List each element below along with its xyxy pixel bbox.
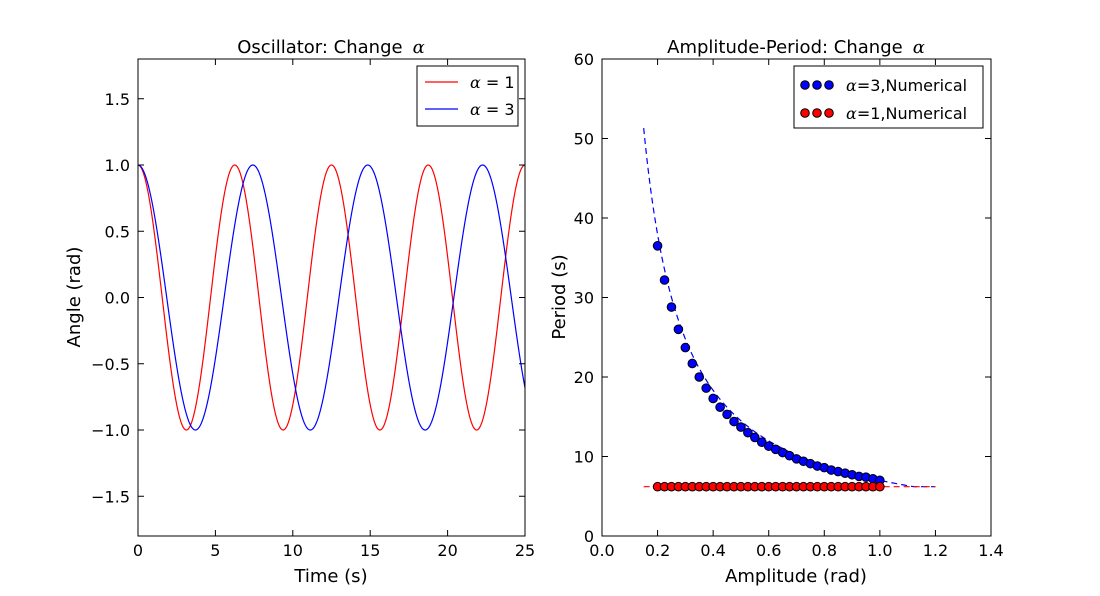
oscillator-y-tick-label: −1.5: [91, 487, 130, 506]
point-3-numerical: [680, 342, 691, 353]
amplitude-period-chart: 0.0 0.2 0.4 0.6 0.8 1.0 1.2 1.4 0 10 20 30 40 50 60 Am…: [549, 37, 1004, 587]
oscillator-y-tick-label: 0.5: [105, 222, 130, 241]
point-3-numerical: [708, 393, 718, 404]
amplitude-period-y-tick-label: 30: [574, 289, 594, 308]
amplitude-period-y-tick-label: 10: [574, 448, 594, 467]
amplitude-period-x-tick-label: 0.0: [589, 541, 614, 560]
amplitude-period-x-tick-label: 1.4: [978, 541, 1003, 560]
amplitude-period-y-tick-label: 40: [574, 209, 594, 228]
oscillator-y-tick-label: −1.0: [91, 421, 130, 440]
legend-marker: [812, 108, 822, 118]
legend-swatch-alpha-1-numerical: [800, 108, 834, 118]
amplitude-period-points: [652, 241, 885, 492]
amplitude-period-y-tick-label: 0: [584, 527, 594, 546]
point-3-numerical: [722, 409, 732, 420]
point-3-numerical: [673, 324, 684, 335]
oscillator-chart: 0 5 10 15 20 25 −1.5 −1.0 −0.5 0.0 0.5 1.0 1.5 Oscil…: [64, 37, 535, 587]
point-3-numerical: [750, 432, 760, 443]
oscillator-y-axis-label: Angle (rad): [64, 247, 85, 348]
legend-label-alpha-1: α = 1: [470, 73, 515, 92]
oscillator-x-tick-label: 0: [133, 541, 143, 560]
oscillator-y-tick-label: 1.5: [105, 90, 130, 109]
amplitude-period-legend-box: [793, 65, 984, 129]
point-3-numerical: [743, 427, 753, 438]
oscillator-x-tick-label: 5: [210, 541, 220, 560]
oscillator-lines: [138, 164, 525, 431]
amplitude-period-x-tick-label: 1.0: [867, 541, 892, 560]
point-1-numerical: [875, 481, 885, 492]
legend-marker: [800, 80, 810, 90]
oscillator-legend: α = 1 α = 3: [416, 65, 519, 127]
point-3-numerical: [666, 302, 677, 312]
amplitude-period-x-tick-label: 0.2: [645, 541, 670, 560]
point-3-numerical: [715, 402, 725, 413]
amplitude-period-y-axis-label: Period (s): [549, 254, 570, 339]
amplitude-period-ticks: 0.0 0.2 0.4 0.6 0.8 1.0 1.2 1.4 0 10 20 30 40 50 60: [574, 50, 1004, 560]
legend-label-alpha-3: α = 3: [470, 100, 515, 119]
oscillator-y-tick-label: −0.5: [91, 355, 130, 374]
point-3-numerical: [659, 275, 670, 285]
point-3-numerical: [652, 241, 663, 251]
point-3-numerical: [694, 372, 705, 382]
oscillator-legend-box: [416, 65, 519, 127]
point-3-numerical: [736, 422, 746, 432]
amplitude-period-x-tick-label: 0.8: [812, 541, 837, 560]
oscillator-y-tick-label: 1.0: [105, 156, 130, 175]
amplitude-period-legend: α=3,Numerical α=1,Numerical: [793, 65, 984, 129]
legend-swatch-alpha-3-numerical: [800, 80, 834, 90]
point-3-numerical: [729, 416, 739, 427]
oscillator-x-tick-label: 20: [437, 541, 457, 560]
oscillator-x-tick-label: 10: [283, 541, 303, 560]
amplitude-period-y-tick-label: 60: [574, 50, 594, 69]
amplitude-period-x-axis-label: Amplitude (rad): [725, 566, 867, 587]
point-3-numerical: [687, 358, 698, 369]
legend-label-alpha-3-numerical: α=3,Numerical: [846, 76, 967, 95]
legend-marker: [824, 108, 834, 118]
oscillator-x-tick-label: 15: [360, 541, 380, 560]
legend-label-alpha-1-numerical: α=1,Numerical: [846, 104, 967, 123]
legend-marker: [824, 80, 834, 90]
oscillator-x-tick-label: 25: [515, 541, 535, 560]
series-line-3: [138, 164, 525, 431]
oscillator-y-tick-label: 0.0: [105, 289, 130, 308]
legend-marker: [812, 80, 822, 90]
oscillator-x-axis-label: Time (s): [293, 566, 367, 587]
series-line-1: [138, 164, 525, 431]
oscillator-ticks: 0 5 10 15 20 25 −1.5 −1.0 −0.5 0.0 0.5 1.0 1.5: [91, 59, 535, 560]
amplitude-period-x-tick-label: 0.4: [700, 541, 725, 560]
oscillator-title: Oscillator: Change α: [237, 37, 425, 58]
amplitude-period-title: Amplitude-Period: Change α: [667, 37, 925, 58]
amplitude-period-y-tick-label: 20: [574, 368, 594, 387]
amplitude-period-x-tick-label: 0.6: [756, 541, 781, 560]
amplitude-period-y-tick-label: 50: [574, 130, 594, 149]
point-3-numerical: [701, 383, 711, 393]
legend-marker: [800, 108, 810, 118]
amplitude-period-x-tick-label: 1.2: [923, 541, 948, 560]
